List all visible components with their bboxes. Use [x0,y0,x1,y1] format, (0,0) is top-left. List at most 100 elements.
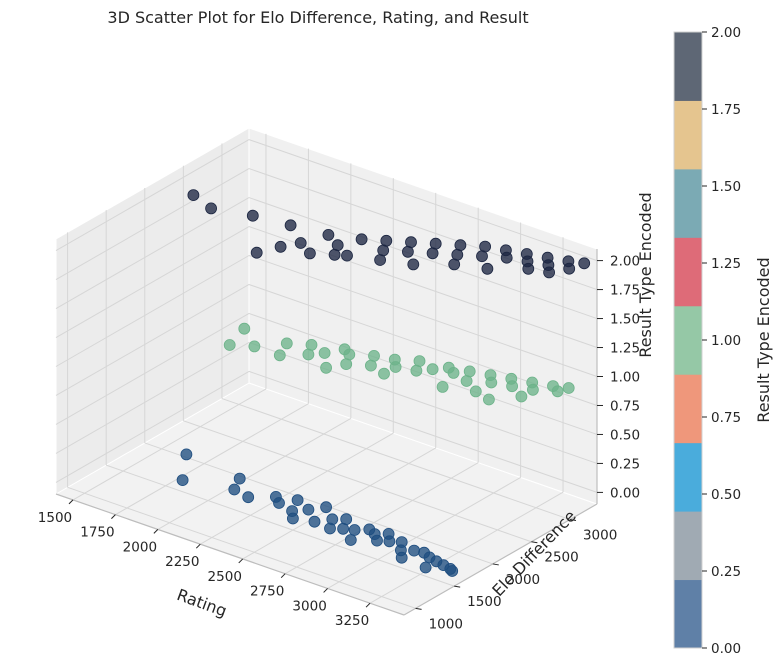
z-gridline [248,312,598,435]
colorbar-tick-label: 0.50 [711,487,741,503]
axes-grid [55,133,598,609]
scatter-point [448,258,461,271]
scatter-point [341,249,353,262]
x-tick-label: 2250 [165,554,199,570]
scatter-point [176,474,189,487]
chart-title: 3D Scatter Plot for Elo Difference, Rati… [107,8,528,27]
scatter-point [436,380,449,393]
scatter-point [205,202,218,215]
z-gridline [55,370,250,483]
x-tick-mark [280,573,286,579]
colorbar-segment [674,374,702,444]
colorbar-segment [674,305,702,375]
y-tick-label: 1500 [467,594,501,610]
y-tick-mark [569,519,577,522]
scatter-point [364,359,377,372]
z-gridline [55,313,250,425]
y-tick-mark [454,585,461,588]
scatter-point [355,233,368,246]
scatter-point [348,524,361,536]
z-gridline [248,197,598,320]
colorbar-tick-label: 1.50 [711,179,741,195]
x-tick-mark [365,602,371,608]
x-gridline [327,477,521,589]
scatter-point [273,497,285,509]
x-axis-line [55,493,405,616]
z-tick-label: 0.25 [610,456,640,472]
z-tick-label: 0.00 [610,485,640,501]
scatter-point [578,257,591,270]
scatter-point [233,472,246,485]
z-gridline [248,168,598,291]
scatter-point [476,250,488,263]
y-gridline [106,464,455,587]
scatter-point [180,448,193,461]
scatter-point [250,246,263,259]
colorbar-tick-label: 1.00 [711,333,741,349]
x-gridline [200,432,394,545]
scatter-point [320,501,333,514]
scatter-point [395,551,408,564]
z-gridline [248,284,598,406]
z-gridline [248,226,598,348]
scatter-point [273,349,286,362]
x-tick-mark [323,588,328,593]
x-tick-mark [111,514,116,520]
scatter-point [340,358,353,371]
colorbar-tick-label: 0.00 [711,641,741,657]
x-gridline [369,491,564,604]
scatter-point [522,262,535,275]
z-tick-label: 2.00 [610,254,640,270]
x-tick-label: 3250 [335,613,369,629]
z-gridline [248,341,598,464]
scatter-point [302,503,315,516]
scatter-point [303,247,316,260]
scatter-point [562,382,575,394]
z-gridline [55,139,250,252]
scatter-point [187,189,200,202]
z-tick-label: 1.25 [610,341,640,357]
y-tick-label: 2000 [506,572,540,588]
y-gridline [144,442,493,565]
y-gridline [183,420,532,543]
scatter-point [322,228,335,241]
z-tick-label: 0.50 [610,427,640,443]
x-tick-label: 2500 [208,569,242,585]
z-gridline [248,370,598,493]
scatter-point [410,364,423,377]
scatter-point [324,522,336,535]
colorbar-segment [674,32,702,101]
colorbar: 0.00 0.25 0.50 0.75 1.00 1.25 1.50 1.75 2.00 [673,25,741,657]
colorbar-tick-label: 2.00 [711,25,741,41]
colorbar-tick-label: 0.75 [711,410,741,426]
scatter-point [374,254,387,266]
scatter-point [389,361,402,373]
z-tick-label: 1.75 [610,283,640,299]
z-gridline [55,168,250,281]
scatter-point [242,491,255,504]
scatter-point [481,262,494,275]
y-tick-label: 2500 [544,550,578,566]
x-gridline [157,417,352,530]
z-gridline [55,284,250,396]
scatter-point [408,544,421,557]
colorbar-tick-label: 0.25 [711,564,741,580]
x-gridline [72,388,267,501]
scatter-point [383,535,396,548]
x-tick-mark [238,558,244,564]
x-tick-label: 3000 [292,598,326,614]
colorbar-segment [674,442,702,512]
scatter-point [328,248,341,261]
scatter-point [426,363,439,376]
scatter-point [378,367,390,380]
x-gridline [115,403,309,516]
x-tick-mark [153,529,159,534]
scatter-point [308,515,321,528]
scatter-point [460,375,473,387]
x-tick-label: 1500 [38,510,72,526]
scatter-point [446,565,459,577]
scatter-point [248,340,261,353]
y-axis-line [403,503,598,616]
scatter-point [320,361,333,374]
scatter-point [419,561,432,574]
